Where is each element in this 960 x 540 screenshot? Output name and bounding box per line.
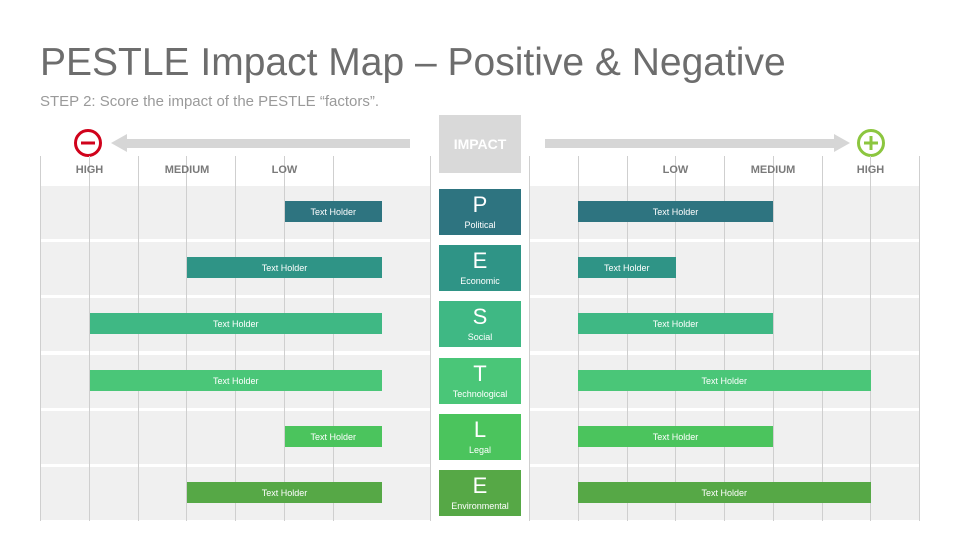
factor-name: Political [464, 220, 496, 230]
impact-header: IMPACT [439, 115, 521, 173]
negative-level-high: HIGH [75, 164, 104, 176]
positive-level-medium: MEDIUM [750, 164, 796, 176]
factor-letter: P [472, 192, 488, 217]
grid-line [627, 156, 628, 521]
factor-box-legal: L Legal [439, 414, 521, 460]
negative-impact-bar-economic: Text Holder [187, 257, 382, 278]
grid-line [724, 156, 725, 521]
positive-impact-bar-social: Text Holder [578, 313, 773, 334]
grid-line [773, 156, 774, 521]
factor-box-environmental: E Environmental [439, 470, 521, 516]
positive-impact-bar-legal: Text Holder [578, 426, 773, 447]
page-title: PESTLE Impact Map – Positive & Negative [40, 41, 786, 84]
positive-level-high: HIGH [856, 164, 885, 176]
factor-name: Environmental [451, 501, 509, 511]
grid-line [822, 156, 823, 521]
factor-box-economic: E Economic [439, 245, 521, 291]
factor-letter: L [473, 417, 487, 442]
grid-line [138, 156, 139, 521]
grid-line [430, 156, 431, 521]
factor-letter: E [472, 248, 488, 273]
positive-impact-bar-economic: Text Holder [578, 257, 676, 278]
grid-line [40, 156, 41, 521]
factor-name: Technological [452, 389, 508, 399]
grid-line [89, 156, 90, 521]
negative-impact-bar-political: Text Holder [284, 201, 382, 222]
factor-box-social: S Social [439, 301, 521, 347]
positive-arrow-head [834, 134, 850, 152]
factor-letter: T [473, 361, 487, 386]
plus-circle-icon [857, 129, 885, 157]
factor-letter: S [472, 304, 488, 329]
positive-impact-bar-political: Text Holder [578, 201, 773, 222]
negative-impact-bar-legal: Text Holder [284, 426, 382, 447]
grid-line [919, 156, 920, 521]
factor-name: Economic [460, 276, 500, 286]
factor-name: Legal [468, 445, 492, 455]
positive-impact-bar-environmental: Text Holder [578, 482, 871, 503]
page-subtitle: STEP 2: Score the impact of the PESTLE “… [40, 93, 380, 110]
negative-impact-bar-technological: Text Holder [89, 370, 382, 391]
factor-letter: E [472, 473, 488, 498]
grid-line [675, 156, 676, 521]
grid-line [284, 156, 285, 521]
negative-impact-bar-social: Text Holder [89, 313, 382, 334]
grid-line [235, 156, 236, 521]
negative-level-low: LOW [271, 164, 298, 176]
negative-level-medium: MEDIUM [164, 164, 210, 176]
minus-circle-icon [74, 129, 102, 157]
factor-name: Social [467, 332, 493, 342]
grid-line [186, 156, 187, 521]
negative-impact-bar-environmental: Text Holder [187, 482, 382, 503]
grid-line [578, 156, 579, 521]
grid-line [333, 156, 334, 521]
factor-box-technological: T Technological [439, 358, 521, 404]
factor-box-political: P Political [439, 189, 521, 235]
positive-arrow [545, 139, 835, 148]
positive-impact-bar-technological: Text Holder [578, 370, 871, 391]
negative-arrow [126, 139, 410, 148]
positive-level-low: LOW [662, 164, 689, 176]
grid-line [870, 156, 871, 521]
negative-arrow-head [111, 134, 127, 152]
grid-line [529, 156, 530, 521]
